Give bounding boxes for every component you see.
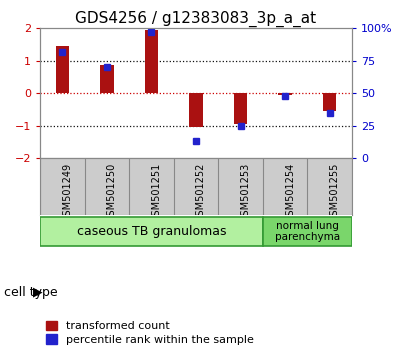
Legend: transformed count, percentile rank within the sample: transformed count, percentile rank withi… (46, 321, 254, 345)
Bar (263, 217, 352, 246)
Text: GSM501251: GSM501251 (152, 163, 162, 222)
Text: GSM501255: GSM501255 (330, 163, 340, 222)
Bar (278, 93, 292, 95)
Text: GSM501253: GSM501253 (240, 163, 250, 222)
Bar (145, 30, 158, 93)
Bar (100, 65, 114, 93)
Bar (323, 93, 336, 111)
Text: ▶: ▶ (33, 286, 43, 298)
Text: normal lung
parenchyma: normal lung parenchyma (275, 221, 340, 242)
Text: GSM501254: GSM501254 (285, 163, 295, 222)
Text: cell type: cell type (4, 286, 58, 298)
Bar (234, 93, 247, 124)
Title: GDS4256 / g12383083_3p_a_at: GDS4256 / g12383083_3p_a_at (76, 11, 316, 27)
Bar (56, 46, 69, 93)
Text: GSM501249: GSM501249 (62, 163, 72, 222)
Text: GSM501250: GSM501250 (107, 163, 117, 222)
Text: GSM501252: GSM501252 (196, 163, 206, 222)
Bar (40, 217, 263, 246)
Bar (189, 93, 203, 127)
Text: caseous TB granulomas: caseous TB granulomas (77, 225, 226, 238)
